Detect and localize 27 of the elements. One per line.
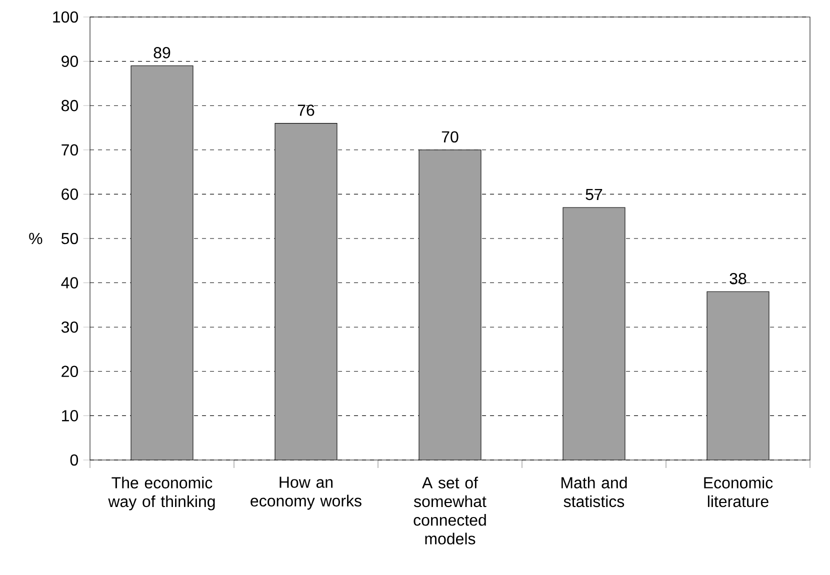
data-label: 76 [298,104,314,116]
y-tick-label: 60 [62,188,78,200]
y-tick-label: 70 [62,144,78,156]
y-tick-label: 20 [62,366,78,378]
y-tick-label: 90 [62,56,78,67]
x-tick-label: Math and statistics [562,476,627,508]
data-label: 38 [730,272,746,284]
y-tick-label: 0 [70,454,78,466]
y-axis-title: % [29,232,42,244]
bar [130,65,194,460]
bar [274,123,338,460]
y-tick-label: 40 [61,277,78,288]
y-tick-label: 30 [61,321,78,333]
x-tick-label: Economic literature [704,476,773,508]
data-label: 89 [154,47,170,58]
x-tick-label: How an economy works [250,476,362,510]
y-tick-label: 80 [62,100,78,112]
y-tick-label: 100 [53,11,78,23]
bar [562,207,626,460]
data-label: 70 [442,131,458,143]
bar [418,150,482,460]
x-tick-label: A set of somewhat connected models [414,476,486,544]
x-tick-label: The economic way of thinking [108,476,215,510]
y-tick-label: 50 [61,232,78,244]
bar [706,291,770,460]
y-tick-label: 10 [62,410,78,422]
data-label: 57 [586,188,602,200]
